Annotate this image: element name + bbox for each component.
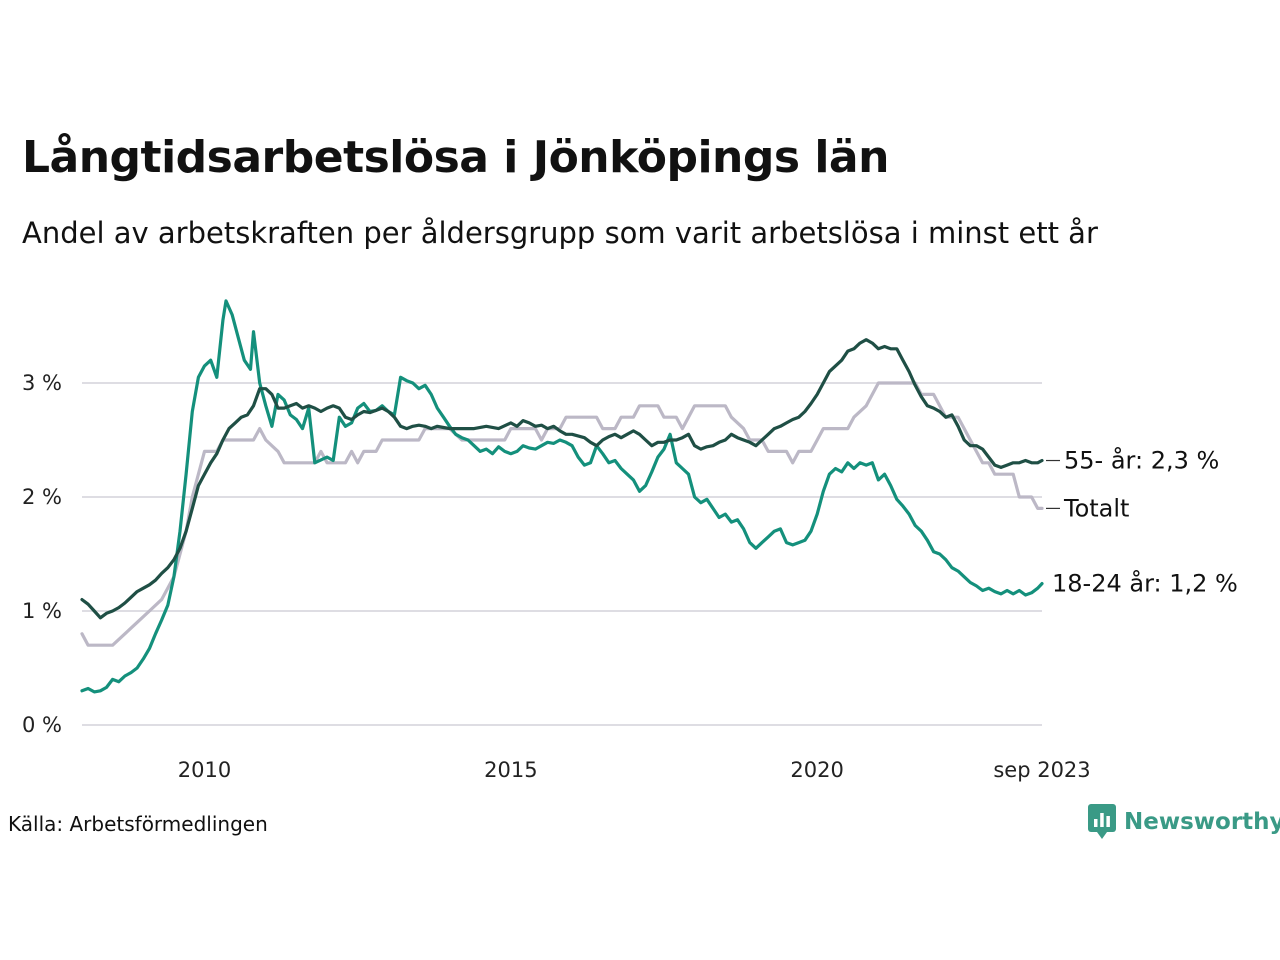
series-line-totalt bbox=[80, 381, 1044, 647]
series-end-labels: Totalt 18-24 år: 1,2 % 55- år: 2,3 % bbox=[1046, 446, 1238, 598]
series-line-55-r bbox=[80, 338, 1044, 620]
x-tick-label: 2015 bbox=[484, 758, 537, 782]
end-label: 18-24 år: 1,2 % bbox=[1052, 569, 1238, 598]
x-tick-label: sep 2023 bbox=[993, 758, 1090, 782]
x-axis: 2010 2015 2020 sep 2023 bbox=[178, 758, 1091, 782]
brand-logo: Newsworthy bbox=[1088, 804, 1280, 840]
y-tick-label: 1 % bbox=[22, 599, 62, 623]
y-axis: 0 % 1 % 2 % 3 % bbox=[22, 371, 62, 737]
brand-name: Newsworthy bbox=[1124, 809, 1280, 835]
chart-title: Långtidsarbetslösa i Jönköpings län bbox=[22, 132, 889, 183]
y-tick-label: 3 % bbox=[22, 371, 62, 395]
y-tick-label: 0 % bbox=[22, 713, 62, 737]
series-line-18-24-r bbox=[80, 299, 1044, 694]
series-lines bbox=[80, 299, 1044, 694]
x-tick-label: 2010 bbox=[178, 758, 231, 782]
end-label: 55- år: 2,3 % bbox=[1064, 446, 1219, 475]
y-tick-label: 2 % bbox=[22, 485, 62, 509]
source-note: Källa: Arbetsförmedlingen bbox=[8, 812, 268, 836]
end-label: Totalt bbox=[1063, 494, 1129, 522]
chart-subtitle: Andel av arbetskraften per åldersgrupp s… bbox=[22, 216, 1098, 250]
newsworthy-logo-icon bbox=[1088, 804, 1116, 839]
x-tick-label: 2020 bbox=[790, 758, 843, 782]
